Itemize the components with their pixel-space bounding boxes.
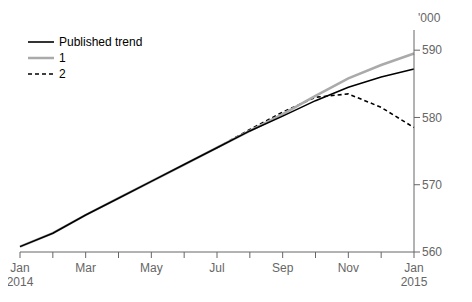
svg-text:Jan2014: Jan2014 <box>8 261 34 289</box>
svg-text:Sep: Sep <box>272 261 294 275</box>
svg-text:Jul: Jul <box>209 261 224 275</box>
svg-text:570: 570 <box>422 178 442 192</box>
svg-text:560: 560 <box>422 245 442 259</box>
html-text:Published trend: Published trend <box>59 35 143 49</box>
svg-text:Jan2015: Jan2015 <box>401 261 428 289</box>
svg-text:May: May <box>140 261 163 275</box>
svg-text:590: 590 <box>422 43 442 57</box>
html-text:1: 1 <box>59 51 66 65</box>
html-text:'000: '000 <box>418 11 441 25</box>
html-text:2: 2 <box>59 67 66 81</box>
svg-text:Mar: Mar <box>75 261 96 275</box>
svg-text:580: 580 <box>422 111 442 125</box>
svg-text:Nov: Nov <box>338 261 359 275</box>
